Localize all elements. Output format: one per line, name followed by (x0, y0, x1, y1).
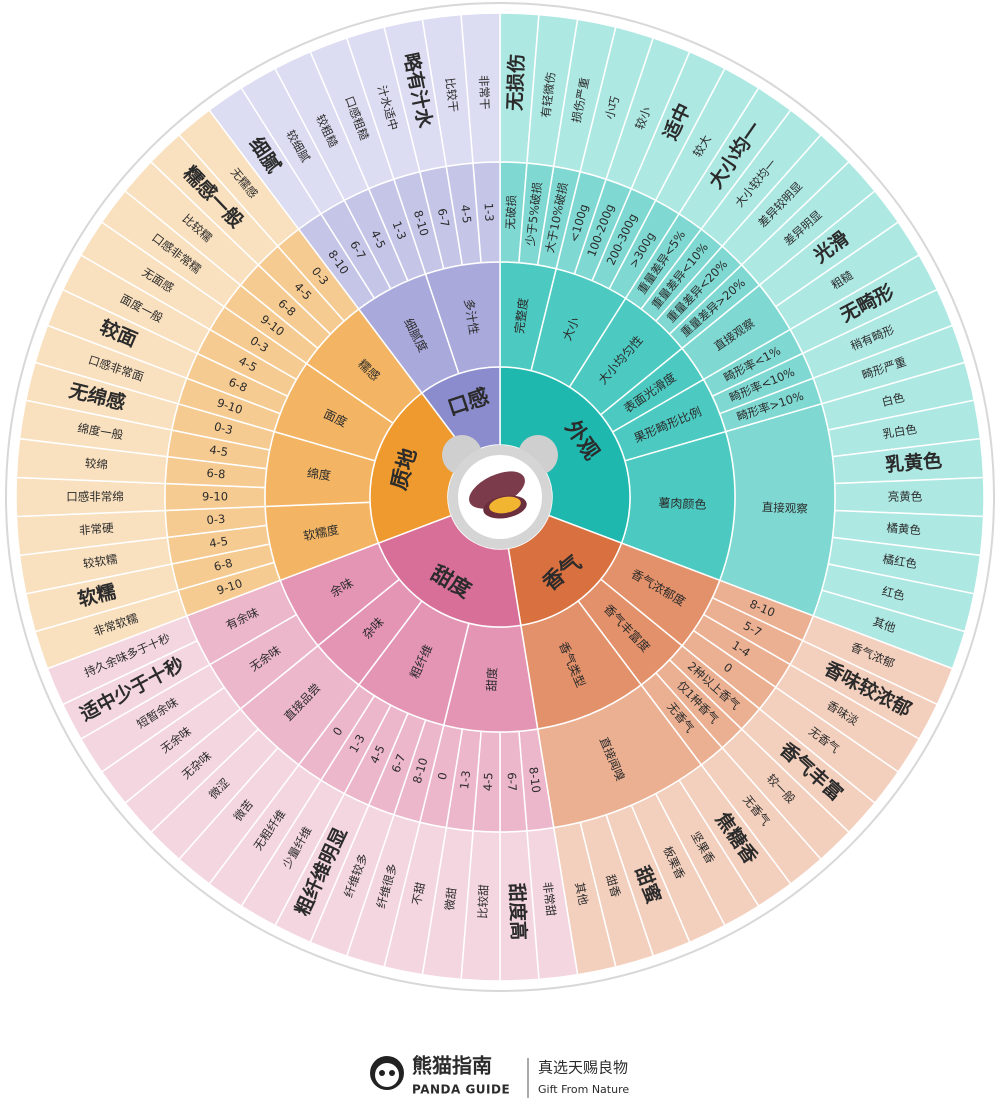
descriptor-label: 乳白色 (882, 422, 919, 441)
attribute-label: 软糯度 (302, 522, 340, 544)
descriptor-label: 白色 (880, 390, 906, 409)
descriptor-label: 橘红色 (882, 552, 919, 571)
logo-eye (389, 1070, 395, 1076)
level-label: 8-10 (526, 766, 543, 794)
level-label: 1-3 (482, 203, 497, 222)
level-label: 4-5 (458, 204, 474, 224)
level-label: 0-3 (206, 512, 226, 527)
attribute-label: 完整度 (511, 297, 530, 335)
descriptor-label: 无损伤 (503, 53, 528, 111)
level-label: 6-7 (505, 772, 520, 791)
descriptor-label: 有轻微伤 (539, 71, 558, 118)
descriptor-label: 甜香 (603, 873, 623, 899)
descriptor-label: 口感非常绵 (66, 490, 124, 504)
level-label: 直接观察 (762, 500, 809, 516)
level-label: 0 (435, 771, 450, 781)
descriptor-label: 比较干 (443, 77, 461, 113)
descriptor-label: 其他 (572, 881, 590, 907)
descriptor-label: 乳黄色 (884, 449, 943, 477)
brand-cn: 熊猫指南 (412, 1054, 492, 1078)
level-label: 1-3 (457, 770, 473, 790)
descriptor-label: 较软糯 (82, 552, 118, 571)
descriptor-label: 微甜 (442, 886, 459, 911)
potato-flesh (489, 496, 521, 514)
descriptor-label: 非常甜 (540, 881, 558, 917)
level-label: 6-7 (435, 207, 452, 228)
slogan-en: Gift From Nature (538, 1083, 629, 1096)
level-label: 6-8 (212, 556, 234, 574)
level-label: 9-10 (202, 490, 228, 504)
level-label: 4-5 (208, 442, 229, 459)
descriptor-label: 非常硬 (79, 521, 115, 538)
descriptor-label: 比较甜 (476, 884, 491, 920)
center-badge (442, 435, 558, 549)
descriptor-label: 甜度高 (505, 883, 530, 941)
level-label: 8-10 (410, 756, 431, 785)
descriptor-label: 亮黄色 (888, 490, 923, 504)
descriptor-label: 橘黄色 (886, 521, 922, 538)
footer-logo: 熊猫指南 PANDA GUIDE 真选天赐良物 Gift From Nature (370, 1054, 629, 1098)
level-label: 8-10 (411, 209, 432, 238)
level-label: 4-5 (208, 534, 229, 551)
segments (15, 12, 985, 982)
level-label: 6-8 (206, 466, 226, 481)
attribute-label: 甜度 (484, 667, 500, 692)
descriptor-label: 较绵 (84, 456, 108, 472)
level-label: 6-8 (227, 375, 250, 395)
descriptor-label: 不甜 (409, 881, 427, 907)
attribute-label: 多汁性 (461, 298, 481, 336)
attribute-label: 绵度 (306, 465, 332, 483)
level-label: 6-7 (389, 752, 409, 775)
slogan-cn: 真选天赐良物 (538, 1059, 628, 1077)
level-label: 4-5 (481, 772, 496, 791)
descriptor-label: 小巧 (602, 94, 622, 120)
descriptor-label: 红色 (881, 584, 907, 603)
descriptor-label: 非常干 (477, 75, 492, 110)
level-label: 无破损 (503, 194, 518, 230)
level-label: 1-3 (390, 219, 410, 242)
brand-en: PANDA GUIDE (412, 1083, 510, 1097)
category-segment (369, 392, 470, 545)
attribute-label: 薯肉颜色 (658, 495, 707, 512)
logo-eye (379, 1070, 385, 1076)
level-label: 0-3 (213, 419, 235, 437)
logo-face (375, 1063, 399, 1087)
